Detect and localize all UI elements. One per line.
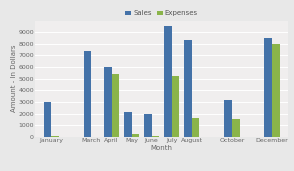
Bar (51, 136, 59, 137)
Bar (144, 114, 152, 137)
Y-axis label: Amount - In Dollars: Amount - In Dollars (11, 45, 17, 112)
Bar (264, 38, 272, 137)
Legend: Sales, Expenses: Sales, Expenses (123, 8, 201, 19)
X-axis label: Month: Month (151, 144, 173, 151)
Bar (104, 67, 111, 137)
Bar (124, 112, 132, 137)
Bar (132, 134, 139, 137)
Bar (184, 40, 192, 137)
Bar (172, 76, 179, 137)
Bar (224, 100, 232, 137)
Bar (164, 26, 172, 137)
Bar (272, 44, 280, 137)
Bar (152, 136, 159, 137)
Bar (111, 74, 119, 137)
Bar (44, 102, 51, 137)
Bar (84, 51, 91, 137)
Bar (232, 119, 240, 137)
Bar (192, 118, 199, 137)
